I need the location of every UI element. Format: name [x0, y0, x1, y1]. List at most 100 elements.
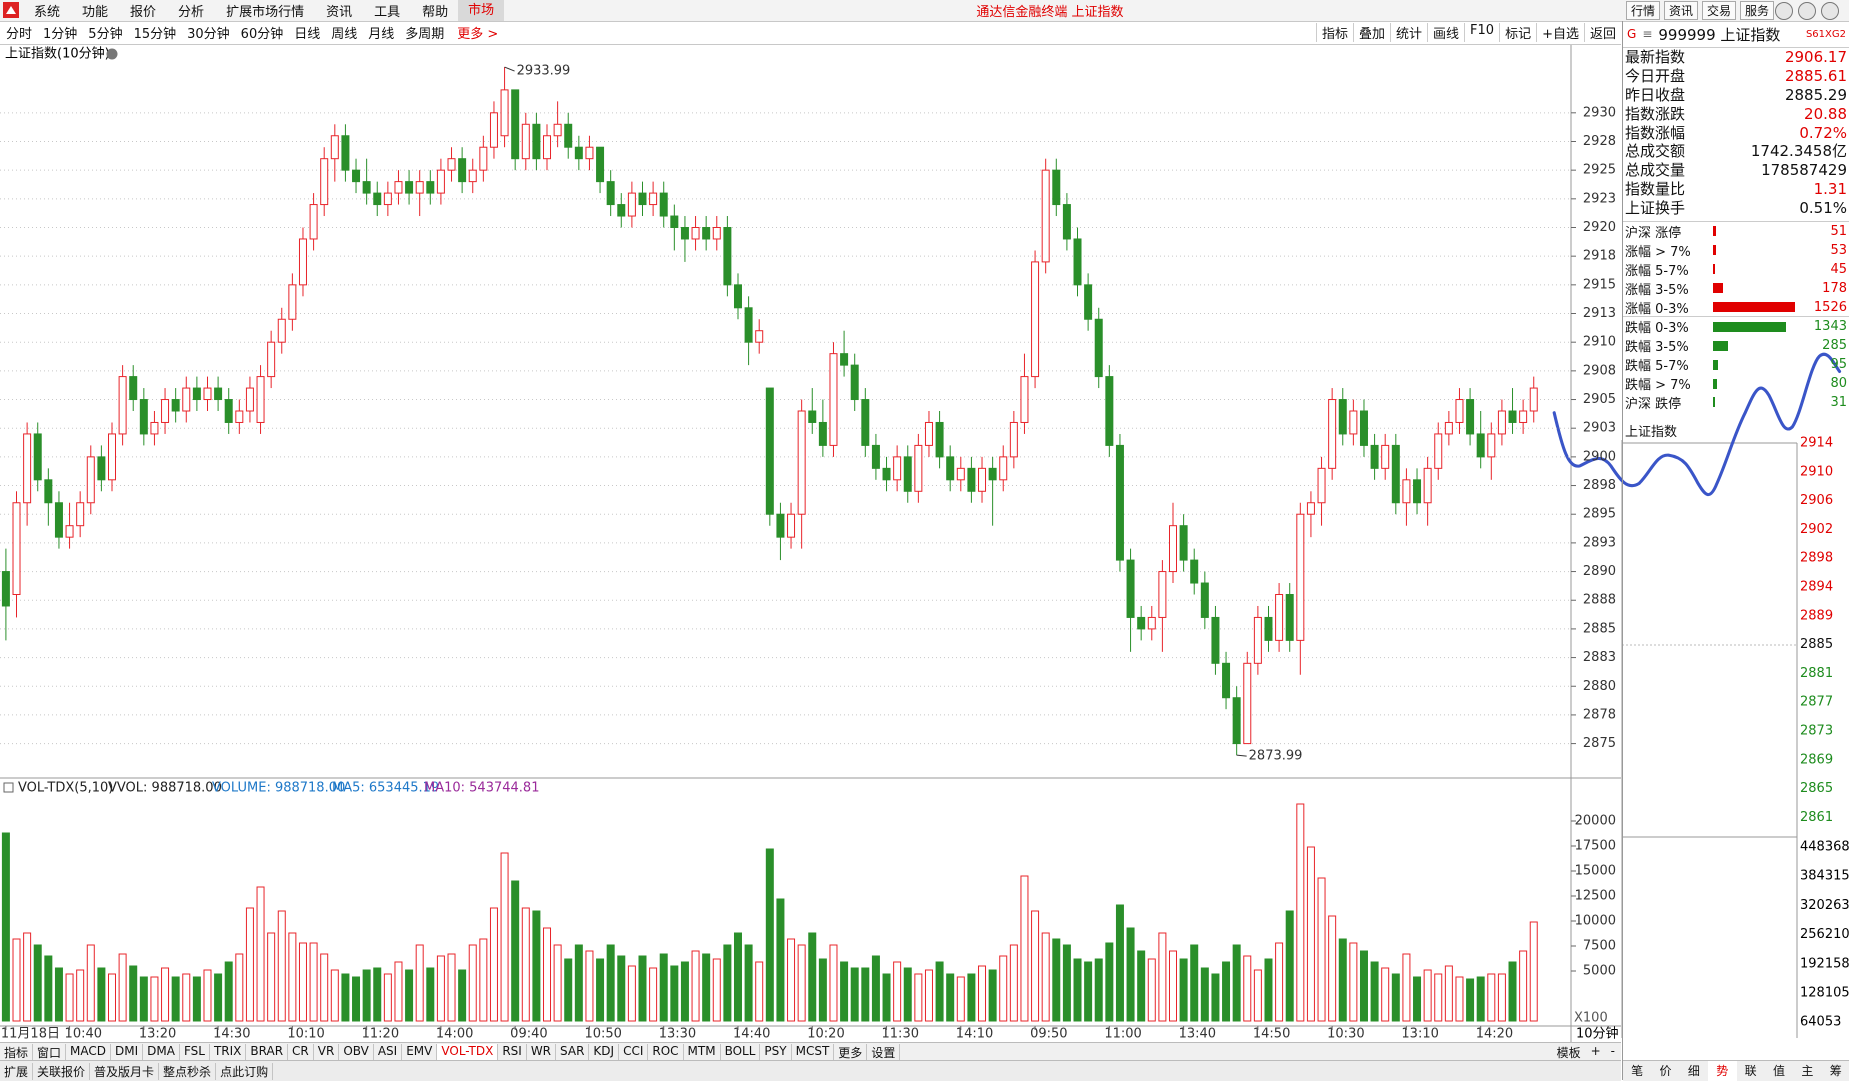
period-button[interactable]: 分时 — [6, 27, 33, 42]
period-button[interactable]: 日线 — [294, 27, 321, 42]
candle-body — [1402, 479, 1411, 504]
active-market-tab[interactable]: 市场 — [458, 0, 505, 21]
breadth-bar — [1713, 321, 1786, 332]
link-item[interactable]: 关联报价 — [33, 1062, 91, 1080]
menu-item[interactable]: 帮助 — [422, 5, 449, 20]
side-tab[interactable]: 主 — [1801, 1064, 1814, 1078]
volume-bar — [235, 953, 244, 1022]
side-tab[interactable]: 势 — [1708, 1061, 1737, 1081]
volume-bar — [659, 953, 668, 1022]
indicator-tab[interactable]: BOLL — [721, 1043, 761, 1061]
x-tick-label: 11:20 — [362, 1027, 399, 1042]
template-control[interactable]: + — [1590, 1043, 1601, 1058]
volume-bar — [988, 969, 997, 1022]
indicator-tab[interactable]: EMV — [402, 1043, 438, 1061]
tool-button[interactable]: 统计 — [1390, 23, 1427, 42]
breadth-value: 95 — [1830, 357, 1847, 373]
indicator-tab[interactable]: 指标 — [0, 1043, 34, 1061]
indicator-tab[interactable]: VOL-TDX — [437, 1043, 499, 1061]
indicator-tab[interactable]: WR — [527, 1043, 557, 1061]
extreme-label: 2933.99 — [517, 64, 571, 79]
tool-button[interactable]: F10 — [1464, 23, 1499, 42]
candle-body — [765, 387, 774, 515]
indicator-tab[interactable]: SAR — [556, 1043, 590, 1061]
close-button[interactable] — [1821, 1, 1839, 20]
template-control[interactable]: 模板 — [1556, 1045, 1581, 1060]
side-tab[interactable]: 细 — [1687, 1064, 1700, 1078]
indicator-tab[interactable]: FSL — [180, 1043, 210, 1061]
indicator-tab[interactable]: DMI — [111, 1043, 144, 1061]
more-periods[interactable]: 更多 > — [457, 27, 499, 42]
indicator-tab[interactable]: RSI — [498, 1043, 527, 1061]
indicator-tab[interactable]: OBV — [339, 1043, 374, 1061]
indicator-tab[interactable]: 设置 — [867, 1043, 901, 1061]
indicator-tab[interactable]: ROC — [648, 1043, 684, 1061]
x-tick-label: 11月18日 — [1, 1027, 60, 1042]
indicator-tab[interactable]: VR — [314, 1043, 340, 1061]
candle-body — [1338, 399, 1347, 435]
side-tab[interactable]: 筹 — [1829, 1064, 1842, 1078]
tool-button[interactable]: 叠加 — [1352, 23, 1390, 42]
volume-toggle-icon[interactable] — [3, 782, 14, 793]
volume-bar — [733, 932, 742, 1022]
side-tab[interactable]: 价 — [1659, 1064, 1672, 1078]
menu-item[interactable]: 分析 — [178, 5, 205, 20]
side-tab[interactable]: 值 — [1773, 1064, 1786, 1078]
indicator-tab[interactable]: CR — [288, 1043, 314, 1061]
indicator-tab[interactable]: 更多 — [834, 1043, 868, 1061]
period-button[interactable]: 周线 — [331, 27, 358, 42]
link-item[interactable]: 整点秒杀 — [159, 1062, 217, 1080]
menu-item[interactable]: 扩展市场行情 — [226, 5, 305, 20]
tool-button[interactable]: 标记 — [1499, 23, 1536, 42]
indicator-tab[interactable]: MCST — [792, 1043, 835, 1061]
menu-item[interactable]: 系统 — [34, 5, 61, 20]
quote-menu-icon[interactable]: ≡ — [1642, 27, 1653, 41]
candle-body — [139, 399, 148, 435]
period-button[interactable]: 1分钟 — [43, 27, 78, 42]
breadth-row: 涨幅 > 7% 53 — [1623, 241, 1849, 260]
period-button[interactable]: 15分钟 — [133, 27, 177, 42]
tool-button[interactable]: 画线 — [1427, 23, 1464, 42]
menu-button[interactable]: 资讯 — [1664, 1, 1699, 20]
volume-bar — [1200, 967, 1209, 1022]
side-tab[interactable]: 联 — [1744, 1064, 1757, 1078]
tool-button[interactable]: 指标 — [1315, 23, 1353, 42]
menu-button[interactable]: 行情 — [1626, 1, 1661, 20]
period-button[interactable]: 60分钟 — [240, 27, 284, 42]
link-item[interactable]: 扩展 — [0, 1062, 34, 1080]
indicator-tab[interactable]: CCI — [619, 1043, 649, 1061]
indicator-tab[interactable]: MACD — [66, 1043, 112, 1061]
candle-body — [235, 410, 244, 423]
menu-item[interactable]: 报价 — [130, 5, 157, 20]
volume-bar — [33, 944, 42, 1022]
link-item[interactable]: 点此订购 — [216, 1062, 274, 1080]
tool-button[interactable]: 返回 — [1583, 23, 1621, 42]
link-item[interactable]: 普及版月卡 — [90, 1062, 160, 1080]
indicator-tab[interactable]: KDJ — [589, 1043, 620, 1061]
period-button[interactable]: 30分钟 — [187, 27, 230, 42]
restore-button[interactable] — [1798, 1, 1816, 20]
minimize-button[interactable] — [1775, 1, 1793, 20]
indicator-tab[interactable]: DMA — [143, 1043, 180, 1061]
menu-button[interactable]: 交易 — [1702, 1, 1737, 20]
indicator-tab[interactable]: ASI — [374, 1043, 403, 1061]
x-tick-label: 11:30 — [882, 1027, 919, 1042]
menu-button[interactable]: 服务 — [1740, 1, 1775, 20]
candle-body — [341, 135, 350, 171]
indicator-tab[interactable]: BRAR — [246, 1043, 289, 1061]
menu-item[interactable]: 功能 — [82, 5, 109, 20]
indicator-tab[interactable]: MTM — [684, 1043, 721, 1061]
indicator-tab[interactable]: 窗口 — [33, 1043, 67, 1061]
period-button[interactable]: 多周期 — [405, 27, 445, 42]
indicator-tab[interactable]: TRIX — [210, 1043, 247, 1061]
tool-button[interactable]: +自选 — [1536, 23, 1584, 42]
title-menu-icon[interactable] — [106, 48, 118, 60]
menu-item[interactable]: 工具 — [374, 5, 401, 20]
menu-item[interactable]: 资讯 — [326, 5, 353, 20]
period-button[interactable]: 5分钟 — [88, 27, 123, 42]
period-button[interactable]: 月线 — [368, 27, 395, 42]
template-control[interactable]: - — [1610, 1043, 1615, 1058]
indicator-tab[interactable]: PSY — [760, 1043, 792, 1061]
x-tick-label: 10:20 — [807, 1027, 844, 1042]
side-tab[interactable]: 笔 — [1631, 1064, 1644, 1078]
